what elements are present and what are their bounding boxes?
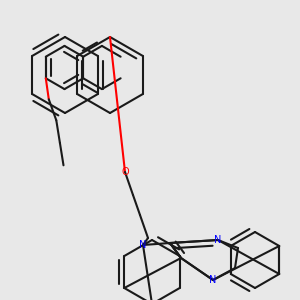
Text: N: N xyxy=(139,240,147,250)
Text: O: O xyxy=(121,167,129,177)
Text: N: N xyxy=(209,275,217,285)
Text: N: N xyxy=(214,235,222,245)
